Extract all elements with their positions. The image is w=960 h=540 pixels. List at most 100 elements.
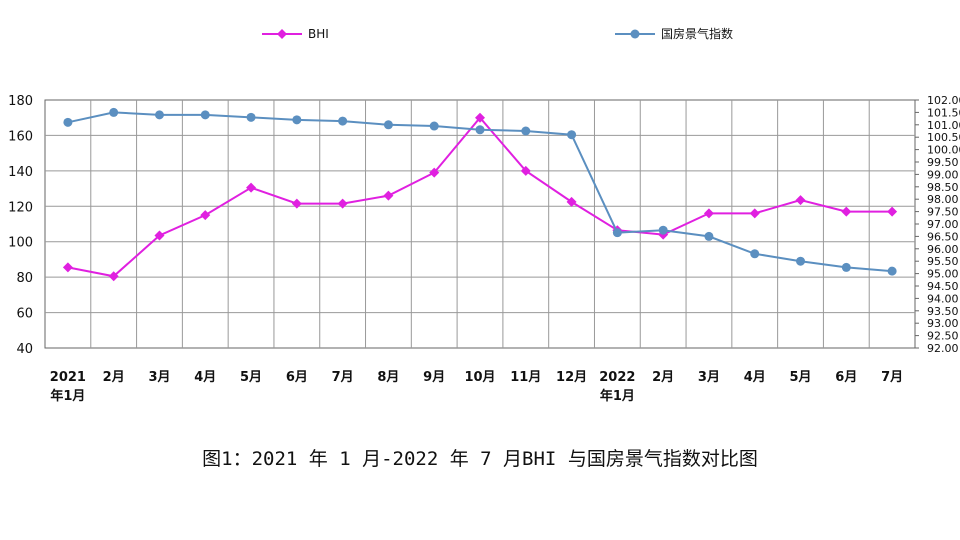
y2-tick-label: 93.00: [927, 317, 959, 330]
x-tick-label: 11月: [510, 370, 541, 385]
data-point-bhi: [566, 196, 577, 207]
x-tick-label: 10月: [464, 370, 495, 385]
plot-border: [44, 99, 916, 349]
y2-tick-label: 97.50: [927, 206, 959, 219]
data-point-bhi: [108, 271, 119, 282]
y-axis-left: 180 160 140 120 100 80 60 40: [8, 94, 33, 357]
data-point-index: [200, 110, 210, 120]
y-tick-label: 40: [16, 342, 33, 357]
x-tick-label: 4月: [194, 370, 216, 385]
y2-tick-label: 98.00: [927, 193, 959, 206]
y2-tick-label: 102.00: [927, 94, 960, 107]
series-line-1: [67, 111, 893, 273]
y2-tick-label: 94.50: [927, 280, 959, 293]
y2-tick-label: 98.50: [927, 181, 959, 194]
data-point-bhi: [291, 198, 302, 209]
data-point-index: [109, 107, 119, 117]
legend-label: 国房景气指数: [661, 26, 733, 41]
y2-tick-label: 101.50: [927, 106, 960, 119]
y-tick-label: 180: [8, 94, 33, 109]
y2-tick-label: 100.00: [927, 144, 960, 157]
x-tick-label: 2022: [599, 370, 635, 385]
x-axis: 2021 年1月 2月 3月 4月 5月 6月 7月 8月 9月 10月 11月 12月 2022 年1月 2…: [50, 370, 903, 404]
y2-tick-label: 95.00: [927, 268, 959, 281]
x-tick-label: 6月: [835, 370, 857, 385]
data-point-index: [704, 231, 714, 241]
data-point-index: [612, 228, 622, 238]
data-point-bhi: [429, 167, 440, 178]
data-point-index: [567, 130, 577, 140]
y-tick-label: 140: [8, 165, 33, 180]
x-tick-label: 5月: [790, 370, 812, 385]
data-point-bhi: [154, 230, 165, 241]
data-point-index: [841, 262, 851, 272]
y2-tick-label: 96.50: [927, 230, 959, 243]
y-axis-right: 102.00101.50101.00100.50100.0099.5099.00…: [915, 94, 960, 355]
y2-tick-label: 100.50: [927, 131, 960, 144]
data-point-bhi: [383, 190, 394, 201]
x-tick-label: 4月: [744, 370, 766, 385]
data-point-bhi: [520, 165, 531, 176]
series-layer: [62, 107, 898, 282]
legend-marker: [630, 29, 640, 39]
data-point-index: [246, 112, 256, 122]
data-point-index: [521, 126, 531, 136]
x-tick-label: 年1月: [600, 388, 635, 404]
y2-tick-label: 92.00: [927, 342, 959, 355]
x-tick-label: 2021: [50, 370, 86, 385]
data-point-bhi: [200, 210, 211, 221]
x-tick-label: 12月: [556, 370, 587, 385]
data-point-bhi: [337, 198, 348, 209]
data-point-index: [429, 121, 439, 131]
legend-marker: [277, 29, 287, 39]
x-tick-label: 6月: [286, 370, 308, 385]
data-point-index: [292, 115, 302, 125]
data-point-bhi: [703, 208, 714, 219]
data-point-index: [796, 256, 806, 266]
y2-tick-label: 93.50: [927, 305, 959, 318]
data-point-bhi: [887, 206, 898, 217]
data-point-index: [658, 225, 668, 235]
x-tick-label: 9月: [423, 370, 445, 385]
legend-label: BHI: [308, 27, 329, 41]
y-tick-label: 100: [8, 236, 33, 251]
series-line-0: [67, 116, 893, 278]
x-tick-label: 8月: [377, 370, 399, 385]
y2-tick-label: 97.00: [927, 218, 959, 231]
data-point-index: [475, 125, 485, 135]
y2-tick-label: 94.00: [927, 292, 959, 305]
data-point-index: [887, 266, 897, 276]
x-tick-label: 7月: [881, 370, 903, 385]
x-tick-label: 5月: [240, 370, 262, 385]
x-tick-label: 3月: [698, 370, 720, 385]
data-point-bhi: [475, 112, 485, 123]
y-tick-label: 160: [8, 129, 33, 144]
data-point-bhi: [841, 206, 852, 217]
data-point-bhi: [246, 182, 257, 193]
x-tick-label: 7月: [332, 370, 354, 385]
x-tick-label: 2月: [103, 370, 125, 385]
y2-tick-label: 92.50: [927, 330, 959, 343]
y2-tick-label: 99.50: [927, 156, 959, 169]
data-point-bhi: [749, 208, 760, 219]
data-point-index: [338, 116, 348, 126]
x-tick-label: 3月: [148, 370, 170, 385]
y2-tick-label: 95.50: [927, 255, 959, 268]
data-point-bhi: [795, 195, 806, 206]
y-tick-label: 120: [8, 200, 33, 215]
x-tick-label: 2月: [652, 370, 674, 385]
data-point-index: [750, 249, 760, 259]
x-tick-label: 年1月: [50, 388, 85, 404]
y-tick-label: 80: [16, 271, 33, 286]
data-point-index: [154, 110, 164, 120]
grid: [44, 99, 916, 349]
data-point-index: [383, 120, 393, 130]
y2-tick-label: 99.00: [927, 168, 959, 181]
data-point-bhi: [62, 262, 73, 273]
y2-tick-label: 101.00: [927, 119, 960, 132]
y-tick-label: 60: [16, 307, 33, 322]
y2-tick-label: 96.00: [927, 243, 959, 256]
legend: BHI 国房景气指数: [262, 26, 733, 41]
data-point-index: [63, 117, 73, 127]
